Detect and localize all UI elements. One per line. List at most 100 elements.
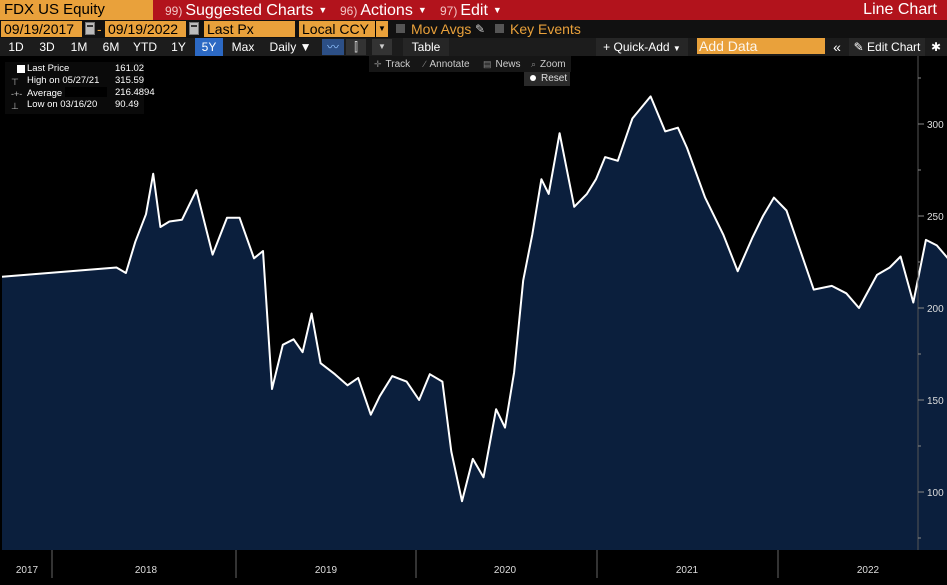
mov-avgs-checkbox[interactable]: [396, 24, 405, 33]
pencil-icon: ✎: [853, 40, 864, 54]
x-axis-band: [0, 550, 947, 585]
chart-tools-bar: ✛ Track ∕ Annotate ▤ News ⌕ Zoom: [369, 56, 571, 72]
x-tick-label: 2022: [857, 565, 880, 576]
annotate-tool[interactable]: ∕ Annotate: [424, 56, 470, 72]
pencil-icon[interactable]: ✎: [475, 22, 486, 36]
legend-label: Last Price: [27, 63, 70, 74]
reset-button[interactable]: Reset: [524, 72, 570, 86]
y-tick-label: 250: [927, 212, 944, 223]
zoom-tool[interactable]: ⌕ Zoom: [531, 56, 566, 72]
price-chart[interactable]: 2017 2018 2019 2020 2021 2022 100 150 200 250 300: [0, 56, 947, 585]
currency-select[interactable]: Local CCY: [299, 21, 375, 37]
plus-icon: +: [603, 40, 611, 54]
y-axis: 100 150 200 250 300: [917, 56, 944, 550]
line-chart-icon[interactable]: 〰: [322, 39, 344, 55]
legend-label: Low on 03/16/20: [27, 99, 98, 110]
high-marker-icon: ⊤: [11, 77, 19, 87]
menu-label: Edit: [460, 2, 488, 19]
legend-value: 216.4894: [115, 87, 155, 98]
end-date-field[interactable]: 09/19/2022: [105, 21, 186, 37]
settings-icon[interactable]: ✱: [930, 40, 942, 54]
frequency-label: Daily: [269, 40, 297, 54]
legend-value: 90.49: [115, 99, 139, 110]
legend-value: 315.59: [115, 75, 145, 86]
x-tick-label: 2019: [315, 565, 338, 576]
range-3d-button[interactable]: 3D: [39, 40, 55, 54]
news-tool[interactable]: ▤ News: [483, 56, 521, 72]
collapse-chevrons-icon[interactable]: «: [833, 39, 841, 55]
edit-chart-button[interactable]: ✎ Edit Chart: [849, 38, 925, 56]
caret-down-icon: ▼: [299, 40, 312, 54]
calendar-icon[interactable]: [85, 22, 95, 35]
mov-avgs-label: Mov Avgs: [411, 21, 472, 37]
add-data-input[interactable]: [697, 38, 825, 54]
ticker-field[interactable]: FDX US Equity: [0, 0, 153, 20]
legend-box: Last Price 161.02 ⊤ High on 05/27/21 315…: [5, 62, 155, 114]
date-separator: -: [97, 21, 102, 37]
series-swatch: [17, 65, 25, 73]
price-field-select[interactable]: Last Px: [204, 21, 295, 37]
y-tick-label: 100: [927, 488, 944, 499]
price-line: [1, 95, 947, 503]
caret-down-icon: ▼: [492, 5, 502, 15]
calendar-icon[interactable]: [189, 22, 199, 35]
menu-label: Actions: [360, 2, 413, 19]
legend-label: High on 05/27/21: [27, 75, 100, 86]
range-5y-button[interactable]: 5Y: [195, 38, 223, 56]
quick-add-label: Quick-Add: [613, 40, 670, 54]
chart-type-title: Line Chart: [863, 1, 937, 18]
area-layer: [1, 95, 947, 550]
tool-label: Annotate: [429, 59, 470, 70]
chevron-down-icon[interactable]: ▼: [372, 39, 392, 55]
settings-row: 09/19/2017 - 09/19/2022 Last Px Local CC…: [0, 20, 947, 38]
range-1y-button[interactable]: 1Y: [171, 40, 186, 54]
caret-down-icon: ▼: [318, 5, 328, 15]
x-tick-label: 2020: [494, 565, 517, 576]
title-bar: FDX US Equity 99) Suggested Charts ▼ 96) Ac…: [0, 0, 947, 20]
range-1d-button[interactable]: 1D: [8, 40, 24, 54]
x-tick-label: 2017: [16, 565, 39, 576]
y-tick-label: 300: [927, 120, 944, 131]
range-ytd-button[interactable]: YTD: [133, 40, 157, 54]
magnifier-icon: ⌕: [531, 59, 537, 69]
caret-down-icon: ▼: [417, 5, 427, 15]
frequency-select[interactable]: Daily ▼: [263, 38, 318, 56]
key-events-checkbox[interactable]: [495, 24, 504, 33]
low-marker-icon: ⊥: [11, 101, 19, 111]
x-tick-label: 2021: [676, 565, 699, 576]
range-6m-button[interactable]: 6M: [102, 40, 120, 54]
range-1m-button[interactable]: 1M: [70, 40, 88, 54]
edit-menu[interactable]: 97) Edit ▼: [440, 0, 502, 20]
reset-dot-icon: [530, 75, 536, 81]
menu-number: 96): [340, 4, 358, 18]
pencil-line-icon: ∕: [424, 59, 426, 69]
legend-label: Average: [27, 87, 107, 100]
tool-label: News: [495, 59, 521, 70]
range-max-button[interactable]: Max: [231, 40, 255, 54]
x-tick-label: 2018: [135, 565, 158, 576]
news-icon: ▤: [483, 59, 492, 69]
reset-label: Reset: [541, 73, 568, 84]
bar-chart-icon[interactable]: ⫿: [346, 39, 366, 55]
average-marker-icon: -+-: [11, 89, 23, 99]
tool-label: Zoom: [540, 59, 566, 70]
chevron-down-icon[interactable]: ▼: [375, 21, 388, 37]
start-date-field[interactable]: 09/19/2017: [1, 21, 82, 37]
caret-down-icon: ▼: [672, 44, 681, 53]
key-events-label: Key Events: [510, 21, 581, 37]
crosshair-icon: ✛: [374, 59, 382, 69]
menu-number: 97): [440, 4, 458, 18]
legend-value: 161.02: [115, 63, 145, 74]
table-button[interactable]: Table: [403, 38, 449, 56]
track-tool[interactable]: ✛ Track: [374, 56, 410, 72]
menu-label: Suggested Charts: [185, 2, 314, 19]
add-data-field[interactable]: [697, 38, 825, 54]
y-tick-label: 150: [927, 396, 944, 407]
actions-menu[interactable]: 96) Actions ▼: [340, 0, 427, 20]
tool-label: Track: [385, 59, 411, 70]
redaction-bar: [64, 87, 107, 97]
quick-add-button[interactable]: + Quick-Add ▼: [596, 38, 688, 56]
y-tick-label: 200: [927, 304, 944, 315]
menu-number: 99): [165, 4, 183, 18]
suggested-charts-menu[interactable]: 99) Suggested Charts ▼: [165, 0, 327, 20]
